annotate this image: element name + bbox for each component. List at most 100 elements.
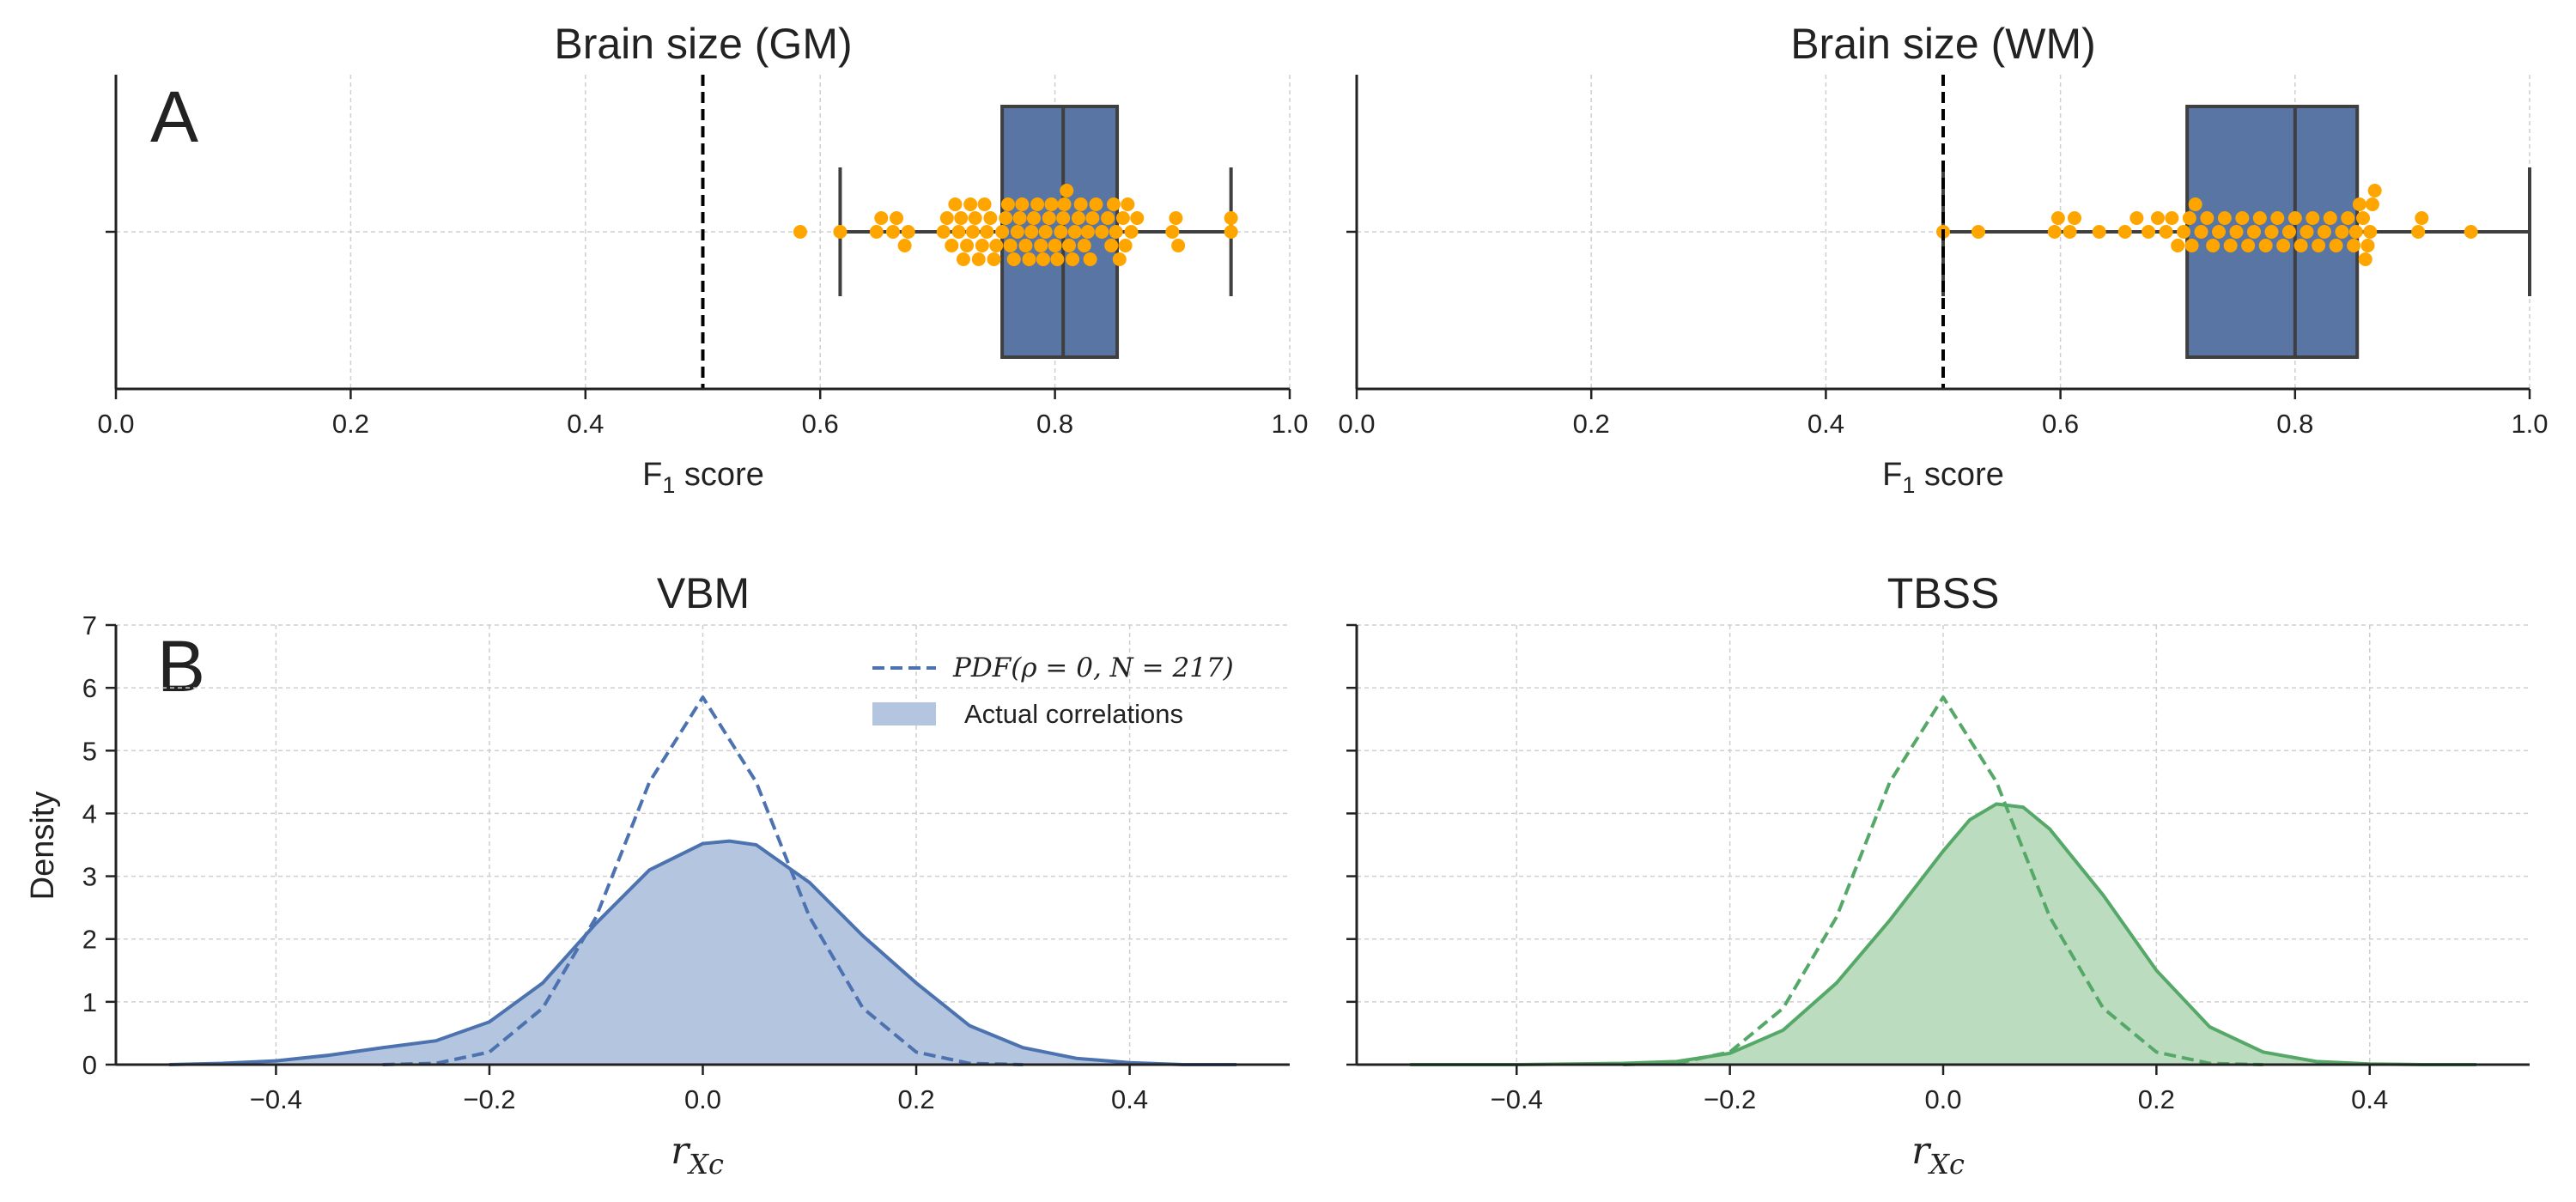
- swarm-point: [2281, 225, 2296, 239]
- chart-vbm-density: 0 1 2 3 4 5 6 7 −0.4 −0.2 0.0 0.2 0.4: [82, 610, 1290, 1114]
- swarm-point: [2063, 225, 2077, 239]
- swarm-point: [1062, 239, 1077, 252]
- swarm-point: [948, 197, 963, 211]
- swarm-point: [968, 211, 982, 225]
- swarm-point: [1224, 211, 1238, 225]
- x-tick-label: 1.0: [2511, 409, 2548, 439]
- density-area: [169, 841, 1236, 1065]
- swarm-point: [1169, 211, 1183, 225]
- x-tick-label: 0.0: [684, 1084, 721, 1114]
- swarm-point: [833, 225, 848, 239]
- title-brain-size-wm: Brain size (WM): [1790, 20, 2096, 68]
- swarm-point: [965, 225, 980, 239]
- swarm-point: [1003, 239, 1018, 252]
- swarm-point: [901, 225, 915, 239]
- swarm-point: [2358, 252, 2372, 266]
- swarm-point: [2365, 197, 2379, 211]
- y-tick-label: 5: [82, 736, 97, 766]
- swarm-point: [1171, 239, 1186, 252]
- swarm-point: [956, 252, 970, 266]
- xlabel-f1-rest: score: [675, 457, 763, 493]
- swarm-point: [1101, 211, 1115, 225]
- swarm-point: [1165, 225, 1180, 239]
- chart-wm-boxplot: 0.0 0.2 0.4 0.6 0.8 1.0: [1338, 75, 2549, 439]
- x-tick-label: −0.4: [1491, 1084, 1543, 1114]
- y-tick-label: 0: [82, 1050, 97, 1080]
- swarm-point: [983, 211, 998, 225]
- swarm-point: [2287, 211, 2302, 225]
- swarm-point: [1038, 225, 1053, 239]
- swarm-point: [2142, 225, 2156, 239]
- x-tick-label: 0.4: [1111, 1084, 1148, 1114]
- swarm-point: [2323, 211, 2337, 225]
- y-tick-label: 4: [82, 798, 97, 829]
- swarm-point: [963, 197, 978, 211]
- swarm-point: [2129, 211, 2144, 225]
- swarm-point: [2117, 225, 2132, 239]
- swarm-point: [2329, 239, 2343, 252]
- title-vbm: VBM: [657, 569, 750, 617]
- legend-actual-swatch: [872, 702, 936, 725]
- swarm-point: [1018, 239, 1033, 252]
- swarm-point: [2182, 211, 2196, 225]
- swarm-point: [2223, 239, 2238, 252]
- x-tick-label: 0.8: [2276, 409, 2313, 439]
- swarm-point: [2212, 225, 2227, 239]
- swarm-point: [2184, 239, 2199, 252]
- density-line: [169, 839, 1236, 1066]
- y-tick-label: 1: [82, 987, 97, 1017]
- swarm-point: [2352, 197, 2366, 211]
- swarm-point: [1050, 252, 1065, 266]
- xlabel-rxc-vbm: rXc: [671, 1129, 724, 1181]
- swarm-point: [885, 225, 900, 239]
- swarm-point: [2363, 225, 2378, 239]
- swarm-point: [2415, 211, 2429, 225]
- swarm-point: [977, 197, 992, 211]
- x-tick-label: 0.8: [1036, 409, 1073, 439]
- swarm-point: [1057, 197, 1072, 211]
- swarm-point: [2092, 225, 2106, 239]
- xlabel-rxc-main: r: [671, 1129, 691, 1173]
- swarm-point: [2206, 239, 2221, 252]
- x-tick-label: −0.2: [463, 1084, 515, 1114]
- swarm-point: [1067, 225, 1082, 239]
- swarm-point: [1000, 197, 1015, 211]
- swarm-point: [2235, 211, 2250, 225]
- swarm-point: [1115, 211, 1130, 225]
- swarm-point: [1022, 252, 1036, 266]
- swarm-point: [2252, 211, 2267, 225]
- swarm-point: [1121, 197, 1135, 211]
- swarm-point: [1048, 239, 1062, 252]
- x-tick-label: 0.4: [1807, 409, 1844, 439]
- chart-gm-boxplot: 0.0 0.2 0.4 0.6 0.8 1.0: [97, 75, 1309, 439]
- swarm-point: [939, 211, 954, 225]
- x-tick-label: 0.6: [802, 409, 839, 439]
- y-tick-label: 2: [82, 925, 97, 955]
- swarm-point: [2270, 211, 2285, 225]
- swarm-point: [2347, 239, 2361, 252]
- xlabel-f1-rest: score: [1915, 457, 2003, 493]
- swarm-point: [1036, 252, 1050, 266]
- swarm-point: [2200, 211, 2215, 225]
- swarm-point: [971, 252, 986, 266]
- swarm-point: [945, 239, 959, 252]
- swarm-point: [980, 225, 994, 239]
- swarm-point: [1124, 225, 1139, 239]
- xlabel-rxc-main: r: [1911, 1129, 1932, 1173]
- swarm-point: [2276, 239, 2291, 252]
- swarm-point: [1012, 211, 1027, 225]
- swarm-point: [1080, 225, 1095, 239]
- legend-pdf-prefix: PDF: [952, 653, 1012, 683]
- swarm-point: [2177, 225, 2191, 239]
- swarm-point: [936, 225, 951, 239]
- swarm-point: [2165, 211, 2179, 225]
- swarm-point: [2356, 211, 2371, 225]
- panel-letter-a: A: [150, 76, 198, 157]
- y-tick-label: 7: [82, 610, 97, 640]
- swarm-point: [1034, 239, 1048, 252]
- xlabel-f1-sub: 1: [662, 472, 675, 498]
- swarm-point: [2348, 225, 2363, 239]
- swarm-point: [2246, 225, 2261, 239]
- pdf-dashed-line: [382, 695, 1024, 1066]
- xlabel-f1-wm: F1 score: [1882, 457, 2004, 498]
